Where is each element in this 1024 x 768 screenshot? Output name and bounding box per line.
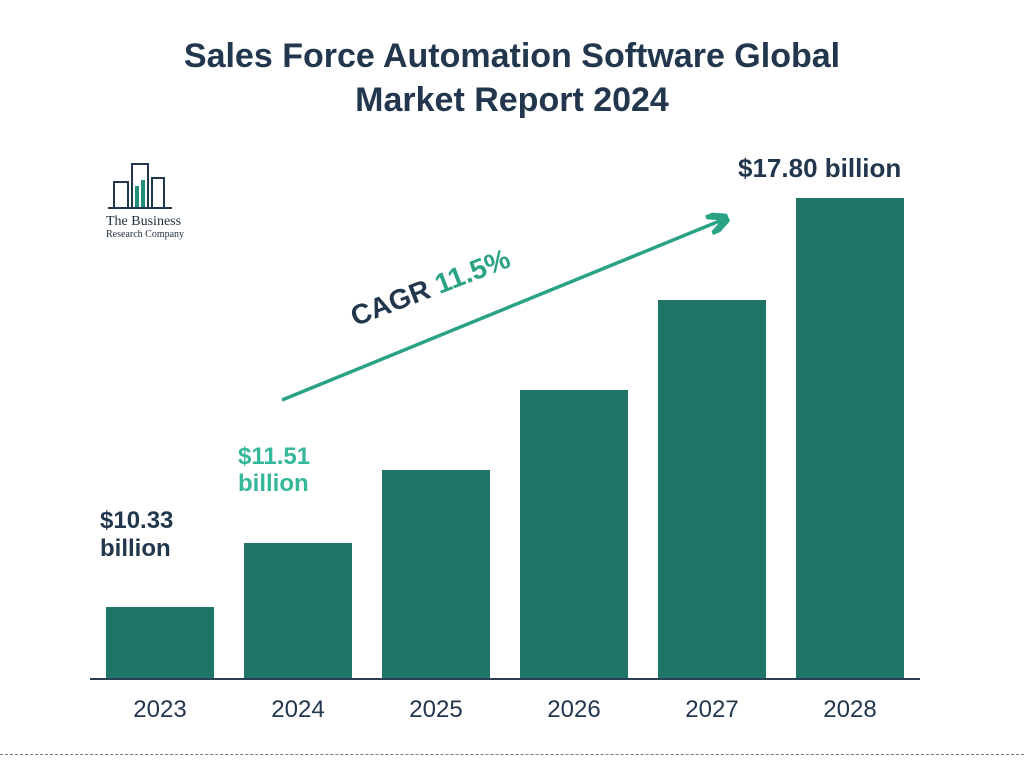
- footer-dashed-line: [0, 754, 1024, 755]
- bar-value-label: $10.33billion: [100, 507, 173, 562]
- bar: [106, 607, 214, 680]
- x-axis-tick-label: 2025: [382, 696, 490, 724]
- x-axis-tick-label: 2026: [520, 696, 628, 724]
- bar-value-label: $17.80 billion: [738, 154, 901, 184]
- plot-area: [90, 160, 920, 680]
- bar: [244, 543, 352, 680]
- bar: [382, 470, 490, 680]
- chart-title-line1: Sales Force Automation Software Global: [0, 34, 1024, 78]
- bars-container: [90, 160, 920, 680]
- x-axis-tick-label: 2027: [658, 696, 766, 724]
- x-axis-tick-label: 2024: [244, 696, 352, 724]
- x-axis-baseline: [90, 678, 920, 680]
- bar: [520, 390, 628, 680]
- chart-title-line2: Market Report 2024: [0, 78, 1024, 122]
- x-axis-tick-label: 2028: [796, 696, 904, 724]
- x-axis-tick-label: 2023: [106, 696, 214, 724]
- bar: [658, 300, 766, 680]
- bar-value-label: $11.51billion: [238, 443, 310, 498]
- chart-canvas: { "title": { "line1": "Sales Force Autom…: [0, 0, 1024, 768]
- chart-title: Sales Force Automation Software Global M…: [0, 34, 1024, 122]
- bar: [796, 198, 904, 680]
